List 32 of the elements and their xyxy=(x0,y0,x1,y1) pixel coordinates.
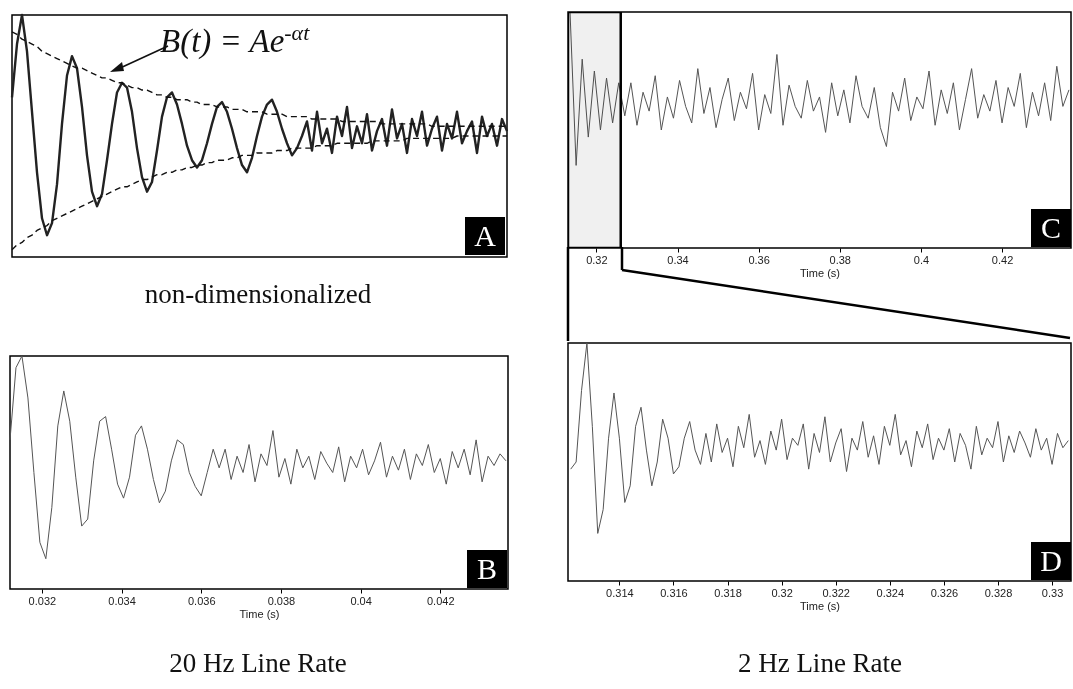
x-tick-label: 0.318 xyxy=(714,586,742,599)
x-axis-title: Time (s) xyxy=(800,266,840,279)
x-tick-label: 0.316 xyxy=(660,586,688,599)
x-tick-label: 0.34 xyxy=(667,253,689,266)
annotation: B(t) = Ae$^{-αt}$ xyxy=(160,20,310,60)
annotation: C xyxy=(1031,209,1071,247)
x-tick-label: 0.4 xyxy=(913,253,930,266)
text: non-dimensionalized xyxy=(144,279,372,310)
annotation: B xyxy=(467,550,507,588)
x-tick-label: 0.032 xyxy=(28,594,57,607)
x-tick-label: 0.034 xyxy=(108,594,136,607)
annotation: D xyxy=(1031,542,1071,580)
text: 20 Hz Line Rate xyxy=(169,648,347,679)
x-tick-label: 0.38 xyxy=(829,253,851,266)
annotation: A xyxy=(465,217,505,255)
x-tick-label: 0.324 xyxy=(876,586,905,599)
x-tick-label: 0.04 xyxy=(350,594,372,607)
x-tick-label: 0.038 xyxy=(267,594,296,607)
x-tick-label: 0.328 xyxy=(984,586,1013,599)
x-tick-label: 0.33 xyxy=(1041,586,1064,599)
x-axis-title: Time (s) xyxy=(239,607,280,620)
x-tick-label: 0.314 xyxy=(606,586,634,599)
text: 2 Hz Line Rate xyxy=(737,648,903,679)
x-tick-label: 0.32 xyxy=(771,586,793,599)
x-tick-label: 0.042 xyxy=(427,594,455,607)
x-tick-label: 0.36 xyxy=(748,253,770,266)
x-tick-label: 0.32 xyxy=(586,253,608,266)
x-tick-label: 0.036 xyxy=(187,594,216,607)
x-axis-title: Time (s) xyxy=(800,599,840,612)
x-tick-label: 0.322 xyxy=(822,586,850,599)
x-tick-label: 0.42 xyxy=(991,253,1014,266)
x-tick-label: 0.326 xyxy=(930,586,959,599)
